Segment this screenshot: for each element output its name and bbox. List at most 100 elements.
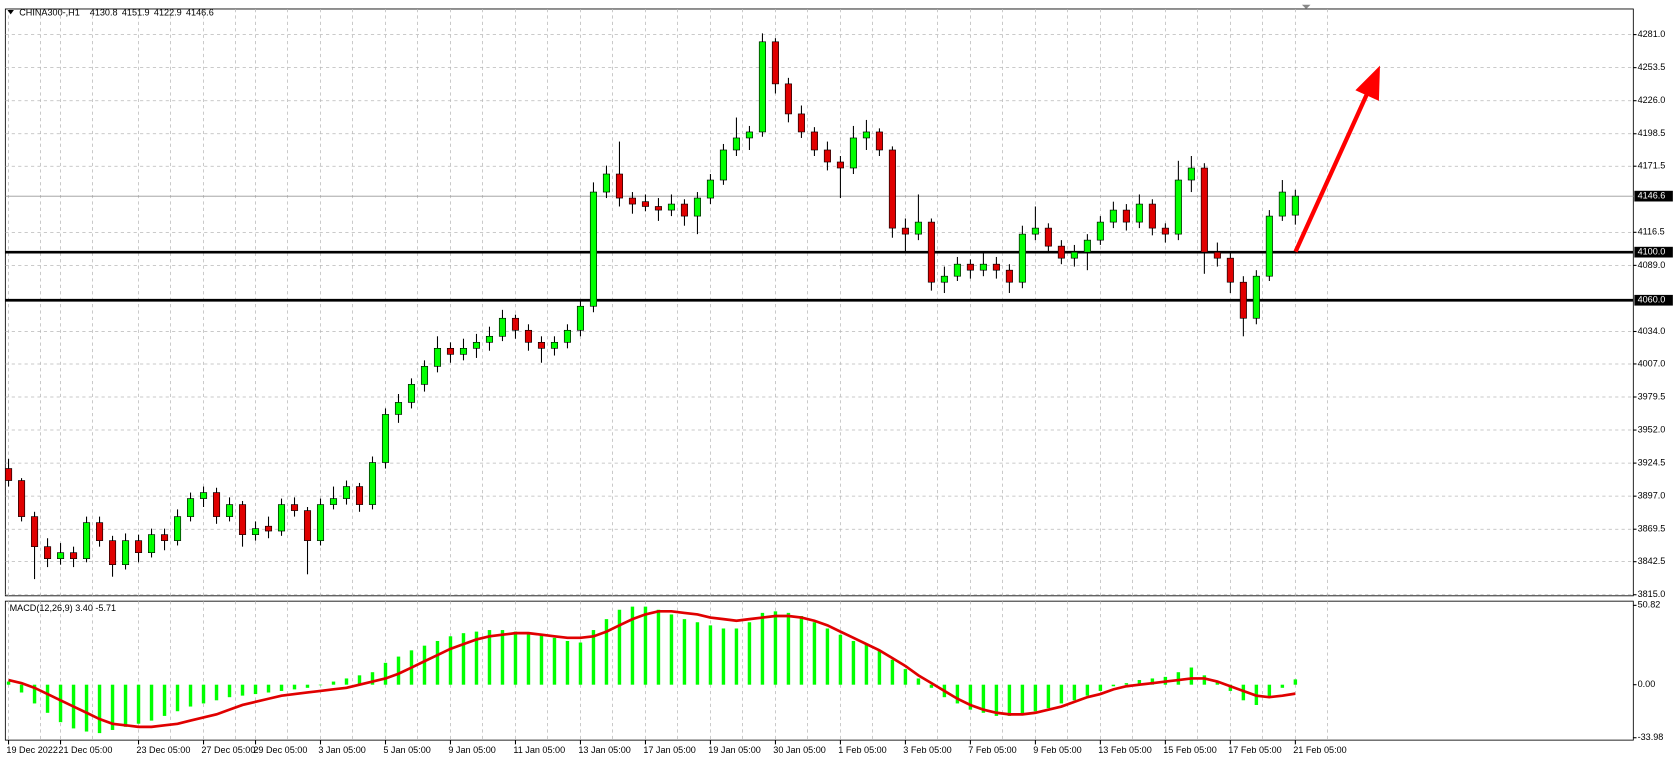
macd-tick-label: -33.98 — [1638, 732, 1664, 742]
macd-bar — [201, 684, 206, 704]
macd-bar — [591, 630, 596, 685]
candle-body — [109, 540, 117, 566]
candle-body — [303, 510, 312, 541]
x-tick-label: 9 Feb 05:00 — [1033, 745, 1081, 755]
candle-body — [953, 263, 961, 277]
candle-body — [44, 546, 52, 559]
macd-bar — [110, 684, 115, 730]
candle-body — [199, 492, 208, 499]
candle-body — [862, 131, 870, 139]
x-tick-label: 3 Feb 05:00 — [903, 745, 951, 755]
macd-bar — [32, 684, 37, 704]
candle-body — [316, 504, 325, 541]
candle-body — [212, 492, 221, 517]
arrow-shaft — [1293, 90, 1371, 253]
candle-body — [706, 179, 714, 199]
x-tick-label: 17 Jan 05:00 — [643, 745, 696, 755]
candle-body — [1135, 203, 1143, 223]
macd-bar — [1241, 684, 1246, 701]
macd-bar — [6, 681, 11, 685]
candle-body — [225, 504, 234, 517]
candle-body — [979, 263, 987, 271]
level-label-box — [1634, 294, 1673, 306]
macd-bar — [656, 609, 661, 685]
macd-bar — [812, 622, 817, 685]
macd-bar — [1280, 684, 1285, 688]
candle-body — [329, 498, 338, 505]
candle-body — [1096, 221, 1104, 241]
candle-body — [1265, 215, 1273, 277]
macd-tick-label: 0.00 — [1638, 679, 1656, 689]
macd-bar — [578, 642, 583, 685]
candle-body — [680, 203, 688, 217]
candle-body — [368, 462, 377, 505]
macd-bar — [214, 684, 219, 701]
x-tick-label: 1 Feb 05:00 — [838, 745, 886, 755]
macd-bar — [1215, 681, 1220, 685]
macd-bar — [435, 640, 440, 685]
macd-bar — [695, 622, 700, 685]
menu-icon[interactable] — [7, 10, 14, 15]
macd-bar — [825, 628, 830, 685]
candle-body — [771, 41, 779, 85]
macd-bar — [617, 609, 622, 685]
candle-body — [524, 329, 533, 343]
candle-body — [511, 317, 520, 331]
candle-body — [654, 206, 662, 211]
macd-bar — [461, 633, 466, 685]
candle-body — [719, 149, 727, 181]
macd-bar — [604, 619, 609, 685]
level-label: 4060.0 — [1638, 295, 1666, 305]
candle-body — [1226, 257, 1234, 283]
macd-bar — [643, 606, 648, 685]
candle-body — [875, 131, 883, 151]
macd-bar — [864, 644, 869, 685]
macd-bar — [175, 684, 180, 712]
candle-body — [1031, 227, 1039, 235]
y-tick-label: 3952.0 — [1638, 424, 1666, 434]
candle-body — [563, 329, 571, 343]
macd-bar — [1267, 684, 1272, 698]
y-tick-label: 4116.5 — [1638, 227, 1665, 237]
macd-bar — [331, 681, 336, 685]
candle-body — [277, 504, 286, 532]
y-tick-label: 4007.0 — [1638, 358, 1666, 368]
candle-body — [667, 203, 675, 211]
macd-bar — [162, 684, 167, 716]
macd-bar — [136, 684, 141, 724]
marks — [5, 33, 1634, 734]
macd-bar — [630, 606, 635, 685]
x-tick-label: 7 Feb 05:00 — [968, 745, 1016, 755]
macd-bar — [149, 684, 154, 721]
macd-bar — [227, 684, 232, 698]
candle-body — [1070, 251, 1078, 259]
candle-body — [18, 480, 26, 517]
candle-body — [758, 41, 766, 133]
y-tick-label: 4253.5 — [1638, 62, 1666, 72]
candle-body — [122, 540, 130, 566]
symbol-title: CHINA300-,H1 — [19, 8, 80, 18]
grid — [5, 8, 1634, 741]
macd-bar — [929, 684, 934, 688]
macd-bar — [1202, 675, 1207, 685]
macd-bar — [1033, 684, 1038, 712]
candle-body — [1057, 245, 1065, 259]
y-tick-label: 4171.5 — [1638, 161, 1666, 171]
y-tick-label: 4089.0 — [1638, 260, 1666, 270]
macd-bar — [1072, 684, 1077, 701]
candle-body — [901, 227, 909, 235]
candle-body — [784, 83, 792, 115]
macd-bar — [1098, 684, 1103, 691]
macd-bar — [448, 636, 453, 685]
current-price-label: 4146.6 — [1638, 191, 1666, 201]
macd-bar — [383, 662, 388, 685]
y-tick-label: 3869.5 — [1638, 524, 1666, 534]
x-tick-label: 11 Jan 05:00 — [513, 745, 565, 755]
candle-body — [1200, 167, 1208, 253]
candle-body — [732, 137, 740, 151]
candle-body — [1122, 209, 1130, 223]
macd-bar — [123, 684, 128, 727]
macd-bar — [669, 614, 674, 685]
